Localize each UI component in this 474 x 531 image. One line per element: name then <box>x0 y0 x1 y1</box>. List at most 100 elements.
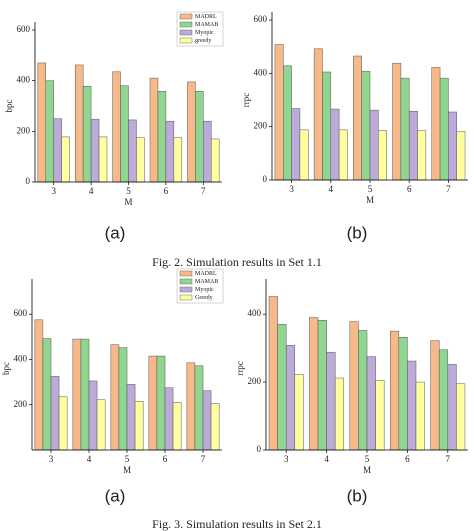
bar <box>285 345 296 451</box>
y-tick-label: 200 <box>254 121 268 131</box>
x-tick-label: 7 <box>201 186 206 196</box>
bar <box>58 396 68 451</box>
bar <box>90 118 100 183</box>
y-tick-label: 0 <box>263 174 268 184</box>
bar <box>415 381 425 451</box>
x-tick-label: 6 <box>164 186 169 196</box>
y-tick-label: 600 <box>17 24 31 34</box>
bar <box>392 62 402 181</box>
x-tick-label: 4 <box>89 186 94 196</box>
y-tick-label: 600 <box>14 308 28 318</box>
bar <box>120 85 129 183</box>
x-tick-label: 6 <box>405 454 410 464</box>
legend-swatch <box>179 29 193 36</box>
bar <box>96 399 106 451</box>
panel-label: (b) <box>347 486 368 505</box>
legend-swatch <box>179 21 193 28</box>
legend-label: Greedy <box>195 295 213 301</box>
bar <box>268 296 278 451</box>
bar <box>456 383 466 451</box>
bar <box>53 118 62 183</box>
bar <box>80 338 90 451</box>
bar <box>389 330 400 451</box>
bar <box>149 77 159 183</box>
bar <box>283 65 292 181</box>
x-tick-label: 5 <box>126 186 131 196</box>
legend-swatch <box>179 270 193 277</box>
y-tick-label: 200 <box>14 399 28 409</box>
bar <box>186 362 196 451</box>
legend-label: Myopic <box>195 287 214 293</box>
caption: Fig. 2. Simulation results in Set 1.1 <box>152 255 322 269</box>
legend-swatch <box>179 37 193 44</box>
bar <box>187 81 196 183</box>
bar <box>375 380 385 451</box>
bar <box>128 119 137 183</box>
legend-label: Myopic <box>195 30 214 36</box>
bar <box>157 91 167 183</box>
bar <box>110 344 120 451</box>
bar <box>353 55 362 181</box>
bar <box>438 349 449 451</box>
legend-label: MADRL <box>195 14 217 20</box>
bar <box>126 384 136 451</box>
bar <box>439 77 449 181</box>
y-tick-label: 200 <box>248 376 262 386</box>
bar <box>112 71 121 183</box>
bar <box>134 401 144 451</box>
y-tick-label: 200 <box>17 125 31 135</box>
y-tick-label: 600 <box>254 14 268 24</box>
x-tick-label: 5 <box>125 454 130 464</box>
bar <box>309 317 319 451</box>
panel-label: (a) <box>105 223 126 242</box>
bar <box>407 360 417 451</box>
y-tick-label: 400 <box>17 75 31 85</box>
y-axis-label: bpc <box>4 100 14 113</box>
y-tick-label: 400 <box>248 308 262 318</box>
bar <box>88 380 98 451</box>
bar <box>313 48 323 181</box>
legend-swatch <box>179 278 193 285</box>
bar <box>61 136 70 183</box>
panel-label: (a) <box>105 486 126 505</box>
bar <box>203 120 212 183</box>
bar <box>74 64 84 183</box>
caption: Fig. 3. Simulation results in Set 2.1 <box>152 517 322 531</box>
x-tick-label: 7 <box>446 184 451 194</box>
x-tick-label: 3 <box>51 186 56 196</box>
bar <box>448 111 457 181</box>
bar <box>42 338 52 451</box>
x-axis-label: M <box>124 197 132 207</box>
bar <box>210 138 220 183</box>
bar <box>447 364 457 451</box>
bar <box>322 71 332 181</box>
bar <box>210 403 220 451</box>
x-tick-label: 6 <box>407 184 412 194</box>
bar <box>431 67 441 181</box>
bar <box>338 129 348 181</box>
x-tick-label: 4 <box>329 184 334 194</box>
legend-label: MAMAB <box>195 279 218 285</box>
bar <box>334 377 345 451</box>
bar <box>194 365 204 451</box>
bar <box>456 131 466 181</box>
bar <box>317 320 327 451</box>
bar <box>378 130 387 181</box>
bar <box>330 108 340 181</box>
x-tick-label: 7 <box>446 454 451 464</box>
x-tick-label: 4 <box>87 454 92 464</box>
bar <box>274 44 284 181</box>
bar <box>98 136 108 183</box>
bar <box>156 355 166 451</box>
y-tick-label: 0 <box>26 176 31 186</box>
y-tick-label: 400 <box>254 67 268 77</box>
legend-label: MAMAB <box>195 22 218 28</box>
bar <box>164 387 174 451</box>
bar <box>326 351 336 451</box>
x-axis-label: M <box>363 465 371 475</box>
bar <box>195 91 204 183</box>
bar <box>202 390 212 451</box>
y-tick-label: 400 <box>14 354 28 364</box>
bar <box>165 120 175 183</box>
